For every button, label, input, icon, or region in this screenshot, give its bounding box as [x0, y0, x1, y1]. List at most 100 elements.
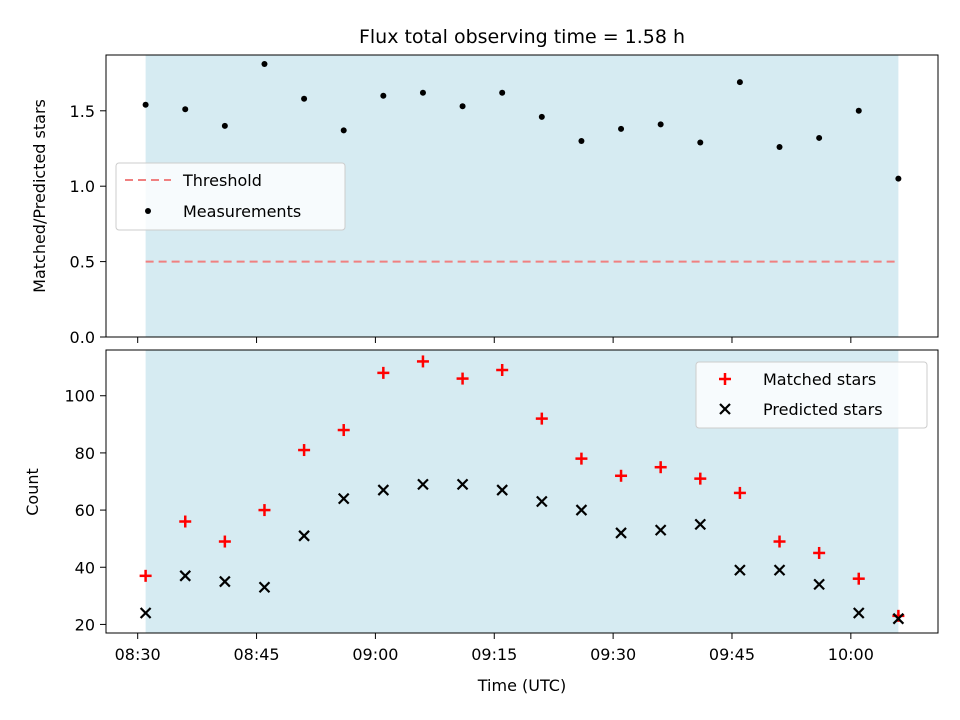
bottom-plot-frame	[105, 349, 939, 634]
legend-measurements-label: Measurements	[183, 202, 301, 221]
bottom-y-tick-label: 80	[75, 444, 95, 463]
legend-measurements-swatch	[145, 208, 151, 214]
x-tick-label: 08:45	[233, 645, 279, 664]
matched-stars-point	[773, 535, 786, 548]
measurement-point	[142, 101, 149, 108]
measurement-point	[221, 122, 228, 129]
top-y-tick-label: 1.5	[70, 102, 95, 121]
matched-stars-point	[733, 486, 746, 499]
measurement-point	[301, 95, 308, 102]
measurement-point	[618, 125, 625, 132]
measurement-point	[578, 137, 585, 144]
matched-stars-point	[337, 424, 350, 437]
matched-stars-point	[416, 355, 429, 368]
top-x-ticks	[137, 337, 852, 343]
matched-stars-point	[179, 515, 192, 528]
top-y-tick-label: 1.0	[70, 177, 95, 196]
measurement-point	[261, 61, 268, 68]
measurement-point	[697, 139, 704, 146]
predicted-stars-point	[694, 518, 707, 531]
top-panel: 0.0 0.5 1.0 1.5 Matched/Predicted stars Thr…	[30, 54, 939, 347]
measurement-point	[538, 113, 545, 120]
top-y-tick-label: 0.0	[70, 328, 95, 347]
top-y-axis-label: Matched/Predicted stars	[30, 99, 49, 293]
bottom-y-tick-label: 100	[64, 387, 95, 406]
measurement-point	[182, 106, 189, 113]
predicted-stars-point	[377, 484, 390, 496]
measurement-points	[142, 61, 902, 182]
measurement-point	[340, 127, 347, 134]
predicted-stars-point	[654, 524, 667, 536]
matched-stars-point	[456, 372, 469, 385]
predicted-stars-point	[773, 564, 786, 576]
predicted-stars-point	[179, 570, 192, 582]
bottom-y-tick-label: 60	[75, 501, 95, 520]
measurement-point	[736, 79, 743, 86]
matched-stars-point	[813, 546, 826, 559]
predicted-stars-point	[417, 478, 429, 491]
matched-stars-point	[694, 472, 707, 485]
measurement-point	[776, 143, 783, 150]
predicted-stars-point	[337, 492, 350, 505]
measurement-point	[816, 134, 823, 141]
matched-stars-point	[615, 469, 628, 482]
x-tick-label: 10:00	[828, 645, 874, 664]
measurement-point	[459, 103, 466, 110]
predicted-stars-point	[496, 484, 508, 496]
predicted-stars-point	[575, 504, 588, 516]
predicted-stars-point	[258, 581, 271, 594]
legend-threshold-label: Threshold	[182, 171, 262, 190]
top-legend-box	[115, 162, 346, 231]
measurement-point	[895, 175, 902, 182]
x-tick-label: 08:30	[115, 645, 161, 664]
measurement-point	[657, 121, 664, 128]
matched-stars-point	[298, 444, 311, 457]
x-axis-label: Time (UTC)	[477, 676, 566, 695]
predicted-stars-point	[734, 564, 746, 576]
matched-stars-point	[258, 504, 271, 517]
top-plot-frame	[105, 54, 939, 338]
bottom-y-ticks: 20 40 60 80 100	[64, 387, 106, 634]
predicted-stars-point	[615, 527, 627, 539]
predicted-stars-point	[219, 575, 231, 588]
bottom-y-axis-label: Count	[23, 468, 42, 516]
matched-stars-point	[852, 572, 865, 585]
predicted-stars-point	[813, 578, 825, 591]
predicted-stars-point	[852, 607, 865, 619]
top-y-ticks: 0.0 0.5 1.0 1.5	[70, 102, 106, 347]
matched-stars-point	[218, 535, 231, 548]
matched-stars-point	[496, 364, 509, 377]
matched-stars-point	[654, 461, 667, 474]
x-tick-label: 09:00	[352, 645, 398, 664]
legend-predicted-swatch	[719, 403, 731, 415]
measurement-point	[419, 89, 426, 96]
bottom-legend-box	[695, 361, 928, 429]
bottom-y-tick-label: 40	[75, 558, 95, 577]
bottom-legend: Matched stars Predicted stars	[695, 361, 928, 429]
matched-stars-point	[377, 366, 390, 379]
legend-matched-swatch	[719, 373, 731, 385]
predicted-stars-point	[892, 612, 905, 625]
predicted-stars-point	[298, 530, 310, 542]
top-legend: Threshold Measurements	[115, 162, 346, 231]
measurement-point	[380, 92, 387, 99]
x-tick-label: 09:30	[590, 645, 636, 664]
matched-stars-point	[535, 412, 548, 425]
matched-stars-point	[139, 569, 152, 582]
predicted-stars-point	[139, 607, 152, 619]
x-tick-label: 09:15	[471, 645, 517, 664]
bottom-panel: 20 40 60 80 100 08:30 08:45 09:00 09:15 09:30 09:…	[23, 349, 939, 695]
matched-stars-point	[575, 452, 588, 465]
predicted-stars-point	[536, 495, 548, 508]
legend-matched-label: Matched stars	[763, 370, 876, 389]
bottom-x-ticks: 08:30 08:45 09:00 09:15 09:30 09:45 10:00	[115, 633, 874, 664]
measurement-point	[855, 107, 862, 114]
predicted-stars-point	[456, 478, 469, 491]
bottom-y-tick-label: 20	[75, 615, 95, 634]
count-points	[139, 355, 905, 625]
top-y-tick-label: 0.5	[70, 253, 95, 272]
x-tick-label: 09:45	[709, 645, 755, 664]
legend-predicted-label: Predicted stars	[763, 400, 883, 419]
chart-title: Flux total observing time = 1.58 h	[359, 26, 685, 48]
